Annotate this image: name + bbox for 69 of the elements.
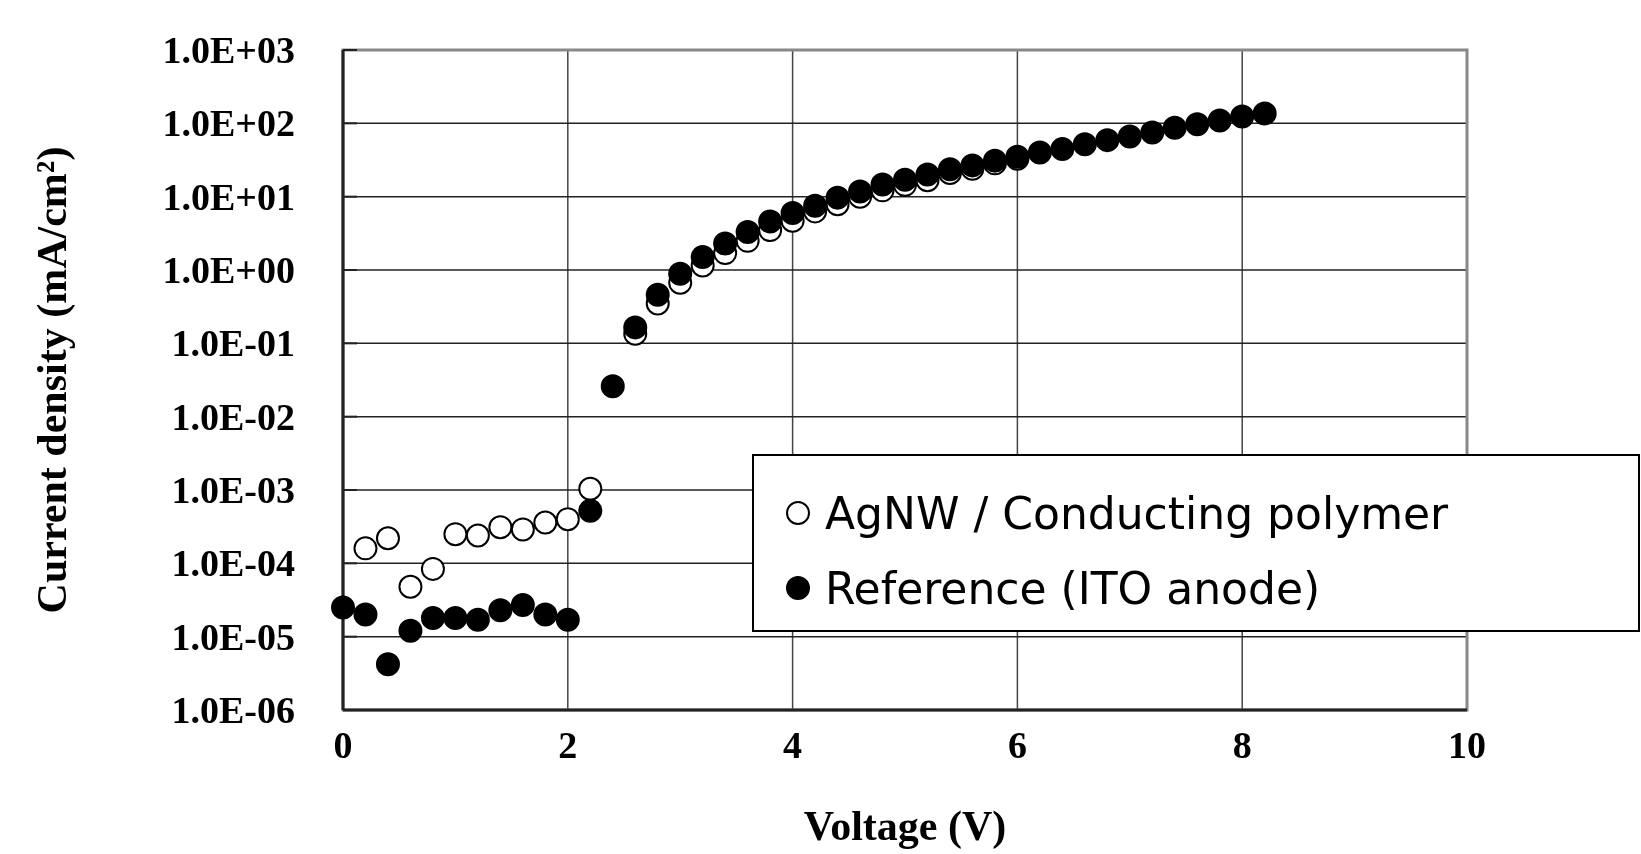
legend-label: AgNW / Conducting polymer <box>825 487 1450 539</box>
point <box>623 315 648 340</box>
x-tick-label: 2 <box>558 724 578 766</box>
point <box>420 556 445 581</box>
point <box>1207 108 1232 133</box>
point <box>1230 104 1255 129</box>
point <box>645 282 670 307</box>
point <box>690 245 715 270</box>
point <box>578 476 603 501</box>
point <box>488 598 513 623</box>
point <box>870 172 895 197</box>
y-tick-label: 1.0E-05 <box>171 615 295 658</box>
point <box>375 526 400 551</box>
x-tick-label: 4 <box>783 724 803 766</box>
x-tick-label: 10 <box>1448 724 1486 766</box>
point <box>1072 132 1097 157</box>
legend-label: Reference (ITO anode) <box>825 562 1321 614</box>
x-axis-title: Voltage (V) <box>803 803 1007 850</box>
point <box>465 607 490 632</box>
point <box>600 374 625 399</box>
point <box>533 510 558 535</box>
point <box>780 200 805 225</box>
point <box>510 593 535 618</box>
point <box>668 261 693 286</box>
point <box>353 536 378 561</box>
point <box>398 618 423 643</box>
y-tick-label: 1.0E+01 <box>162 175 295 218</box>
y-tick-label: 1.0E-02 <box>171 395 295 438</box>
point <box>1140 120 1165 145</box>
point <box>488 515 513 540</box>
point <box>398 574 423 599</box>
x-tick-label: 6 <box>1007 724 1027 766</box>
point <box>1252 101 1277 126</box>
point <box>465 523 490 548</box>
y-tick-label: 1.0E+03 <box>162 29 295 71</box>
point <box>555 507 580 532</box>
y-axis-title: Current density (mA/cm²) <box>29 146 76 614</box>
x-tick-label: 0 <box>333 724 353 766</box>
y-tick-label: 1.0E-04 <box>171 542 295 585</box>
point <box>1162 115 1187 140</box>
point <box>420 605 445 630</box>
point <box>915 162 940 187</box>
point <box>803 193 828 218</box>
point <box>758 209 783 234</box>
point <box>1050 137 1075 162</box>
point <box>825 185 850 210</box>
point <box>848 179 873 204</box>
point <box>533 602 558 627</box>
point <box>893 167 917 192</box>
point <box>443 522 468 547</box>
point <box>1027 140 1052 165</box>
point <box>443 605 468 630</box>
y-tick-label: 1.0E+02 <box>162 102 295 145</box>
point <box>555 607 580 632</box>
point <box>353 602 378 627</box>
y-tick-label: 1.0E-06 <box>171 689 295 731</box>
point <box>1117 124 1142 149</box>
point <box>331 595 355 620</box>
point <box>578 498 603 523</box>
y-tick-label: 1.0E+00 <box>162 249 295 291</box>
point <box>713 231 738 256</box>
y-tick-label: 1.0E-01 <box>171 322 295 365</box>
point <box>375 652 400 677</box>
point <box>1095 128 1120 153</box>
y-tick-label: 1.0E-03 <box>171 469 295 511</box>
point <box>510 517 535 542</box>
x-tick-label: 8 <box>1232 724 1252 766</box>
point <box>735 219 760 244</box>
point <box>1185 112 1210 137</box>
